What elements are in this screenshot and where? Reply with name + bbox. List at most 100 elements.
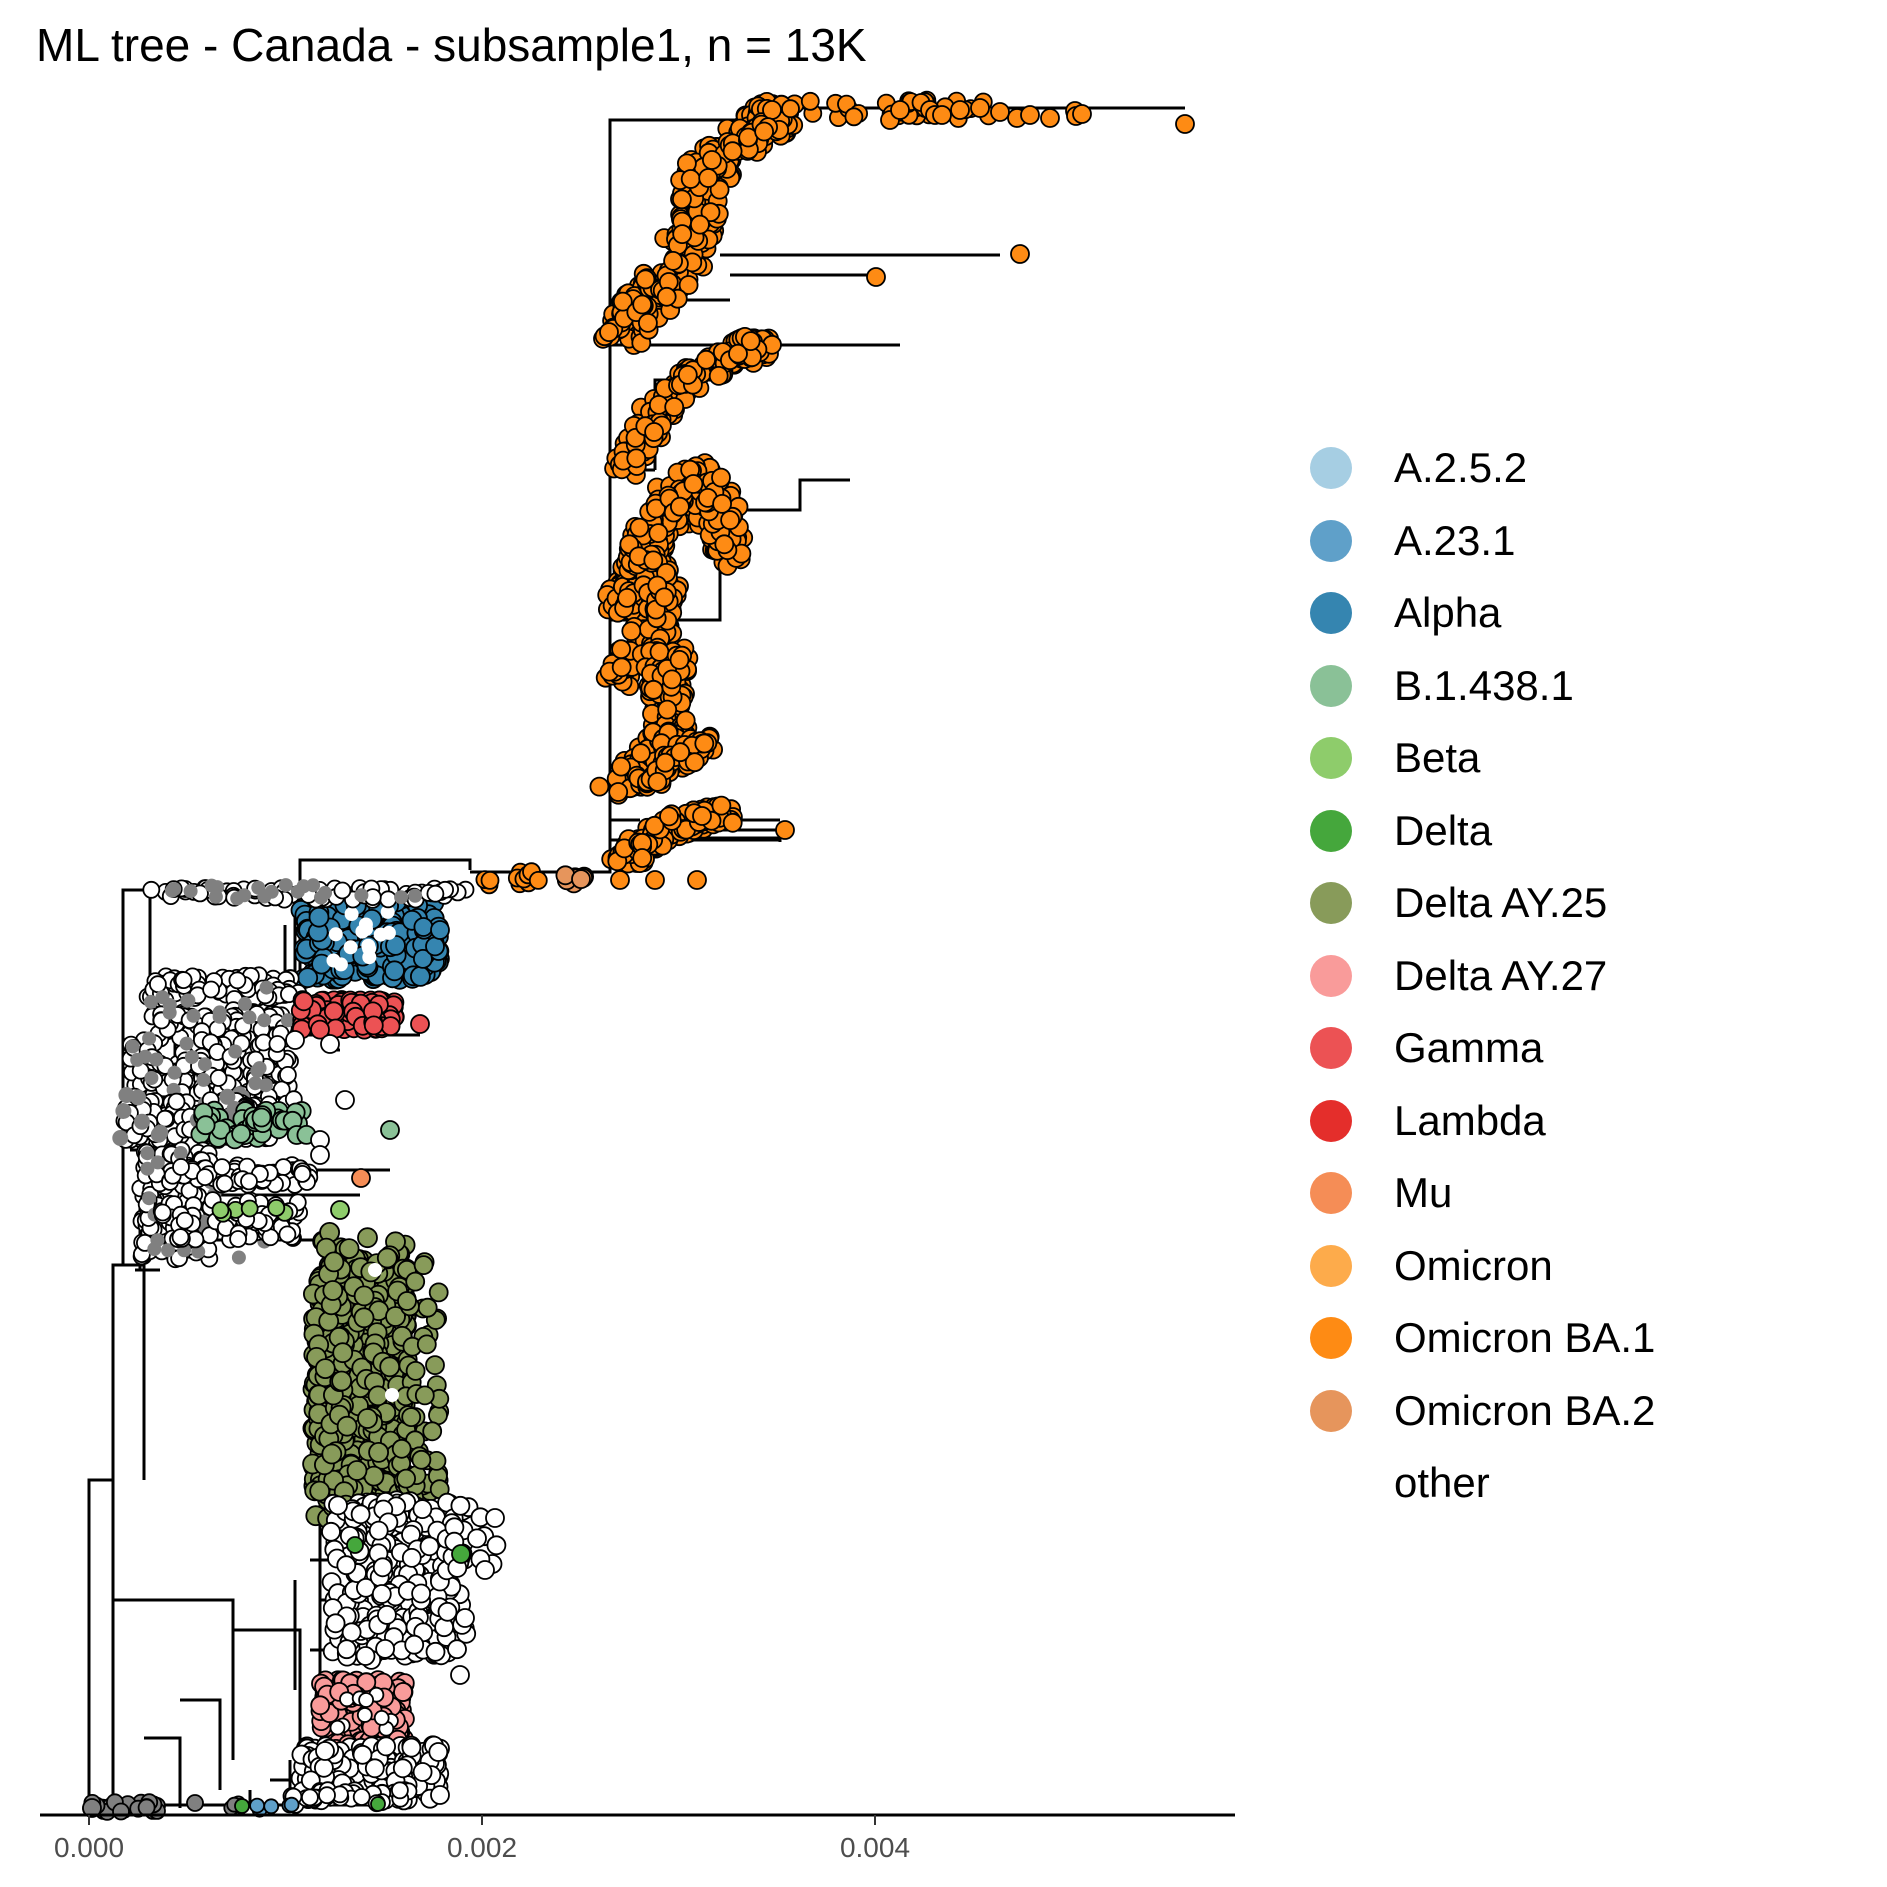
tree-branch [608, 118, 700, 345]
tree-tip [391, 1438, 412, 1459]
tree-tip [196, 1168, 214, 1186]
tree-tip [267, 1199, 286, 1217]
tree-tip [306, 878, 321, 893]
tree-tip [249, 1797, 266, 1814]
tree-tip [209, 1069, 228, 1087]
tree-tip [401, 1737, 422, 1758]
tree-tip [346, 1460, 368, 1481]
tree-tip [315, 1741, 335, 1761]
tree-tip [352, 1744, 373, 1765]
legend-key-icon [1310, 664, 1352, 707]
tree-tip [425, 936, 445, 957]
tree-tip [231, 1250, 246, 1265]
tree-branch [180, 1698, 222, 1790]
tree-tip [380, 1016, 401, 1036]
tree-tip [242, 1010, 257, 1025]
tree-tip [152, 1124, 169, 1141]
tree-tip [417, 1297, 438, 1318]
tree-tip [357, 1227, 378, 1249]
tree-tip [690, 214, 710, 235]
legend-label: Gamma [1394, 1024, 1544, 1072]
tree-tip [338, 1238, 360, 1259]
legend-label: Alpha [1394, 589, 1502, 637]
tree-tip [237, 996, 252, 1011]
tree-tip [368, 1442, 390, 1463]
legend-label: Beta [1394, 734, 1481, 782]
x-tick-label: 0.000 [54, 1832, 124, 1863]
tree-tip [866, 267, 886, 287]
tree-tip [251, 1107, 272, 1128]
tree-tip [212, 1005, 227, 1020]
tree-branch [233, 1628, 302, 1760]
tree-tip [632, 848, 653, 868]
tree-tip [409, 966, 431, 987]
legend-label: Omicron BA.1 [1394, 1314, 1656, 1362]
tree-tip [379, 890, 398, 909]
tree-tip [663, 250, 683, 271]
tree-tip [318, 885, 332, 900]
legend-label: Mu [1394, 1169, 1453, 1217]
tree-tip [428, 1742, 449, 1762]
tree-tip [211, 1201, 230, 1219]
tree-tip [711, 467, 731, 488]
tree-tip [437, 1601, 458, 1622]
tree-tip [293, 1165, 312, 1183]
tree-tip [148, 975, 167, 994]
tree-tips [82, 90, 1195, 1821]
tree-tip [162, 998, 177, 1012]
legend-key-icon [1310, 1317, 1352, 1360]
tree-tip [125, 1039, 140, 1054]
tree-tip [300, 1788, 319, 1807]
tree-tip [355, 1646, 376, 1666]
tree-tip [130, 1089, 146, 1106]
tree-tip [728, 343, 748, 364]
tree-tip [413, 1255, 434, 1275]
tree-tip [775, 820, 795, 840]
tree-branch [470, 343, 900, 874]
tree-tip [371, 1584, 392, 1604]
tree-tip [362, 941, 377, 956]
legend-key-icon [1310, 447, 1352, 490]
tree-tip [722, 141, 743, 162]
tree-tip [285, 1030, 305, 1050]
tree-tip [353, 1307, 375, 1329]
tree-tip [354, 888, 369, 903]
tree-tip [175, 1211, 194, 1230]
legend-label: Lambda [1394, 1096, 1546, 1144]
tree-tip [412, 1762, 433, 1782]
tree-tip [328, 927, 343, 942]
tree-tip [571, 869, 591, 889]
tree-tip [195, 1115, 216, 1136]
tree-tip [643, 679, 664, 700]
tree-tip [635, 269, 656, 290]
tree-tip [430, 920, 450, 940]
tree-tip [670, 496, 690, 517]
tree-tip [259, 980, 274, 995]
tree-tip [680, 169, 701, 189]
tree-tip [696, 349, 716, 370]
tree-tip [173, 1146, 188, 1160]
legend-label: A.23.1 [1394, 516, 1516, 564]
tree-tip [112, 1802, 130, 1821]
tree-tip [890, 100, 910, 120]
tree-tip [352, 1788, 371, 1806]
legend-key-icon [1310, 1099, 1352, 1142]
tree-tip [134, 1113, 150, 1130]
legend-label: Omicron [1394, 1241, 1553, 1289]
tree-tip [408, 888, 423, 903]
tree-tip [611, 657, 632, 678]
tree-tip [310, 1695, 331, 1716]
tree-tip [384, 960, 405, 982]
tree-tip [353, 1285, 375, 1307]
tree-tip [698, 168, 719, 188]
tree-tip [376, 1736, 397, 1757]
tree-tip [344, 907, 359, 921]
tree-tip [419, 1536, 440, 1557]
tree-tip [629, 517, 650, 538]
tree-tip [219, 1088, 236, 1105]
tree-tip [358, 1692, 375, 1708]
tree-tip [341, 1622, 362, 1643]
tree-branch [87, 1478, 115, 1808]
legend-item: Delta AY.27 [1310, 940, 1655, 1013]
legend-item: Omicron [1310, 1230, 1655, 1303]
